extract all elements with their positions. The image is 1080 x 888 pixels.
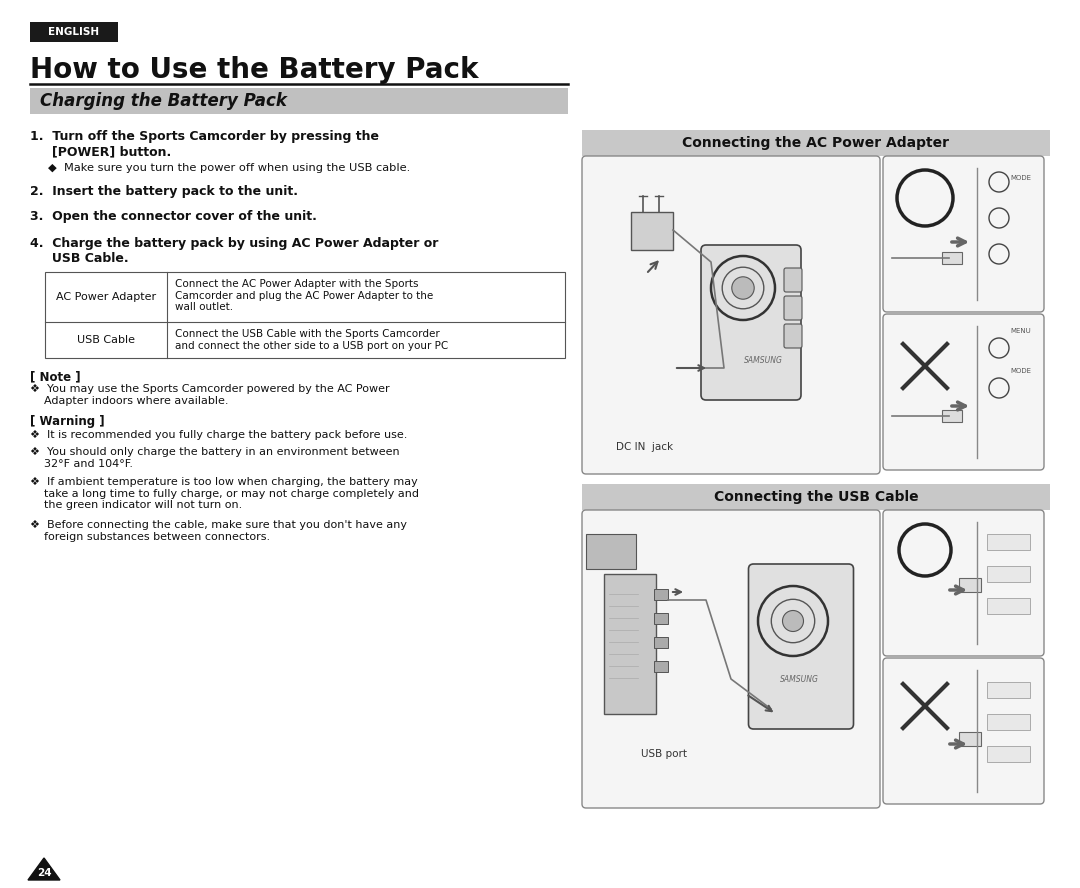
Text: USB port: USB port (642, 749, 687, 759)
FancyBboxPatch shape (30, 22, 118, 42)
FancyBboxPatch shape (654, 637, 669, 648)
FancyBboxPatch shape (748, 564, 853, 729)
Text: [POWER] button.: [POWER] button. (30, 145, 172, 158)
FancyBboxPatch shape (987, 682, 1030, 698)
Text: 2.  Insert the battery pack to the unit.: 2. Insert the battery pack to the unit. (30, 185, 298, 198)
Text: MODE: MODE (1011, 368, 1031, 374)
Text: SAMSUNG: SAMSUNG (780, 675, 819, 684)
FancyBboxPatch shape (654, 589, 669, 600)
Text: USB Cable: USB Cable (77, 335, 135, 345)
FancyBboxPatch shape (959, 578, 981, 592)
Text: Connecting the AC Power Adapter: Connecting the AC Power Adapter (683, 136, 949, 150)
FancyBboxPatch shape (701, 245, 801, 400)
FancyBboxPatch shape (654, 613, 669, 624)
Text: MENU: MENU (1011, 328, 1031, 334)
Text: How to Use the Battery Pack: How to Use the Battery Pack (30, 56, 478, 84)
Text: [ Note ]: [ Note ] (30, 370, 81, 383)
Text: 1.  Turn off the Sports Camcorder by pressing the: 1. Turn off the Sports Camcorder by pres… (30, 130, 379, 143)
FancyBboxPatch shape (942, 410, 962, 422)
Text: USB Cable.: USB Cable. (30, 252, 129, 265)
FancyBboxPatch shape (30, 88, 568, 114)
Text: ❖  If ambient temperature is too low when charging, the battery may
    take a l: ❖ If ambient temperature is too low when… (30, 477, 419, 511)
Text: ❖  It is recommended you fully charge the battery pack before use.: ❖ It is recommended you fully charge the… (30, 430, 407, 440)
Text: SAMSUNG: SAMSUNG (743, 355, 782, 364)
Text: [ Warning ]: [ Warning ] (30, 415, 105, 428)
FancyBboxPatch shape (987, 746, 1030, 762)
Text: ❖  You may use the Sports Camcorder powered by the AC Power
    Adapter indoors : ❖ You may use the Sports Camcorder power… (30, 384, 390, 406)
Circle shape (732, 277, 754, 299)
FancyBboxPatch shape (883, 658, 1044, 804)
FancyBboxPatch shape (784, 268, 802, 292)
Text: ENGLISH: ENGLISH (49, 27, 99, 37)
FancyBboxPatch shape (604, 574, 656, 714)
FancyBboxPatch shape (942, 252, 962, 264)
Text: DC IN  jack: DC IN jack (616, 442, 673, 452)
FancyBboxPatch shape (582, 130, 1050, 156)
FancyBboxPatch shape (582, 510, 880, 808)
FancyBboxPatch shape (45, 272, 565, 358)
FancyBboxPatch shape (784, 324, 802, 348)
FancyBboxPatch shape (883, 510, 1044, 656)
FancyBboxPatch shape (987, 714, 1030, 730)
Polygon shape (28, 858, 60, 880)
Text: 4.  Charge the battery pack by using AC Power Adapter or: 4. Charge the battery pack by using AC P… (30, 237, 438, 250)
FancyBboxPatch shape (883, 156, 1044, 312)
Text: AC Power Adapter: AC Power Adapter (56, 292, 157, 302)
Text: Connect the USB Cable with the Sports Camcorder
and connect the other side to a : Connect the USB Cable with the Sports Ca… (175, 329, 448, 351)
FancyBboxPatch shape (987, 566, 1030, 582)
FancyBboxPatch shape (959, 732, 981, 746)
FancyBboxPatch shape (987, 598, 1030, 614)
FancyBboxPatch shape (784, 296, 802, 320)
FancyBboxPatch shape (883, 314, 1044, 470)
Text: ◆  Make sure you turn the power off when using the USB cable.: ◆ Make sure you turn the power off when … (48, 163, 410, 173)
FancyBboxPatch shape (987, 534, 1030, 550)
Text: 24: 24 (37, 868, 52, 878)
Text: MODE: MODE (1011, 175, 1031, 181)
Text: Connecting the USB Cable: Connecting the USB Cable (714, 490, 918, 504)
Text: ❖  Before connecting the cable, make sure that you don't have any
    foreign su: ❖ Before connecting the cable, make sure… (30, 520, 407, 542)
FancyBboxPatch shape (582, 156, 880, 474)
FancyBboxPatch shape (586, 534, 636, 569)
Text: ❖  You should only charge the battery in an environment between
    32°F and 104: ❖ You should only charge the battery in … (30, 447, 400, 469)
Text: 3.  Open the connector cover of the unit.: 3. Open the connector cover of the unit. (30, 210, 316, 223)
Text: Connect the AC Power Adapter with the Sports
Camcorder and plug the AC Power Ada: Connect the AC Power Adapter with the Sp… (175, 279, 433, 313)
FancyBboxPatch shape (582, 484, 1050, 510)
FancyBboxPatch shape (631, 212, 673, 250)
Circle shape (783, 611, 804, 631)
Text: Charging the Battery Pack: Charging the Battery Pack (40, 92, 287, 110)
FancyBboxPatch shape (654, 661, 669, 672)
